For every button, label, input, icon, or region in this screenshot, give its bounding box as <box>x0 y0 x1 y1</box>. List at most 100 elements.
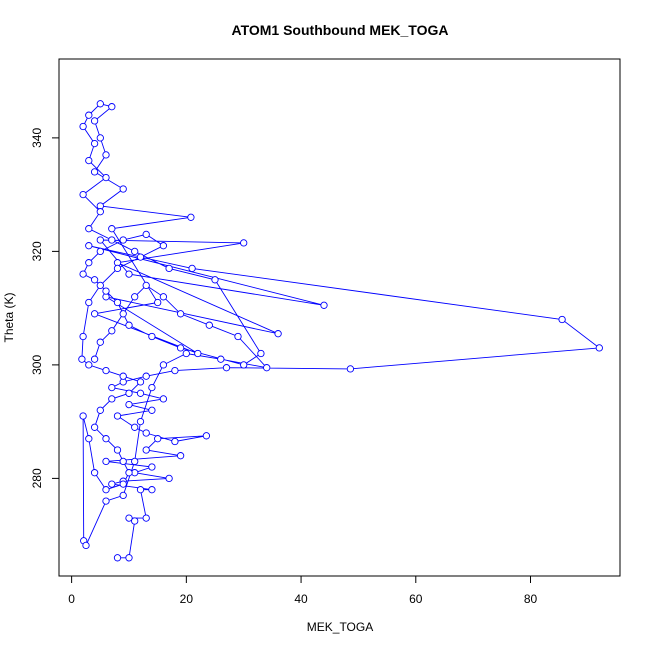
data-point <box>142 372 150 380</box>
data-point <box>131 517 139 525</box>
data-point <box>136 486 145 494</box>
data-point <box>79 270 87 278</box>
data-point <box>90 117 99 125</box>
data-point <box>142 446 150 454</box>
data-point <box>125 400 133 409</box>
x-tick-label: 40 <box>294 592 308 606</box>
data-point <box>119 491 127 500</box>
data-point <box>131 247 139 256</box>
data-point <box>90 276 99 284</box>
data-point <box>125 270 133 278</box>
data-point <box>136 378 145 386</box>
data-point <box>148 463 156 471</box>
data-point <box>96 247 104 256</box>
data-point <box>263 364 271 372</box>
data-point <box>119 480 127 488</box>
data-point <box>171 366 179 375</box>
y-tick-label: 280 <box>30 468 44 488</box>
data-point <box>125 389 133 397</box>
data-point <box>78 355 86 363</box>
x-tick-label: 0 <box>68 592 75 606</box>
x-tick-label: 80 <box>524 592 538 606</box>
data-point <box>90 168 99 176</box>
data-point <box>96 208 104 216</box>
data-point <box>79 412 87 420</box>
data-point <box>240 239 248 247</box>
x-axis-label: MEK_TOGA <box>307 620 373 634</box>
data-point <box>159 242 168 250</box>
y-tick-label: 340 <box>30 128 44 148</box>
data-point <box>108 225 116 233</box>
data-point <box>108 236 116 244</box>
data-point <box>159 395 168 403</box>
data-point <box>79 332 87 341</box>
data-point <box>131 423 139 431</box>
data-point <box>79 122 87 131</box>
data-point <box>85 242 93 250</box>
data-point <box>90 469 99 477</box>
data-point <box>85 298 93 307</box>
data-point <box>125 554 133 562</box>
data-point <box>202 432 211 440</box>
data-point <box>79 190 87 199</box>
data-point <box>96 134 104 142</box>
y-axis: 280 300 320 340 <box>30 128 60 488</box>
data-point <box>96 281 104 290</box>
y-tick-label: 320 <box>30 241 44 261</box>
data-point <box>113 554 122 562</box>
data-point <box>217 355 225 363</box>
data-point <box>119 457 127 466</box>
data-point <box>154 298 162 307</box>
y-axis-label: Theta (K) <box>2 292 16 342</box>
data-point <box>176 344 185 352</box>
y-tick-label: 300 <box>30 355 44 375</box>
data-point <box>90 423 99 431</box>
data-point <box>257 349 265 358</box>
data-point <box>171 437 179 446</box>
data-point <box>96 100 104 108</box>
data-point <box>82 541 90 550</box>
data-point <box>119 372 127 380</box>
x-tick-label: 20 <box>180 592 194 606</box>
data-point <box>131 457 139 466</box>
data-point <box>211 276 219 284</box>
data-point <box>108 103 116 111</box>
data-point <box>187 213 195 221</box>
data-point <box>182 349 190 358</box>
data-point <box>240 361 248 369</box>
chart-title: ATOM1 Southbound MEK_TOGA <box>232 22 449 38</box>
data-point <box>136 253 145 261</box>
data-point <box>113 412 122 420</box>
data-point <box>85 259 93 267</box>
data-point <box>320 301 328 309</box>
data-point <box>194 349 202 358</box>
data-point <box>159 361 168 369</box>
data-point <box>102 173 110 182</box>
data-point <box>119 310 127 318</box>
data-point <box>558 315 566 324</box>
data-point <box>142 281 150 290</box>
data-point <box>102 366 110 375</box>
data-point <box>96 406 104 414</box>
data-point <box>113 264 122 273</box>
data-point <box>142 514 150 522</box>
data-point <box>85 156 93 165</box>
data-point <box>274 330 282 338</box>
data-point <box>119 236 127 244</box>
data-point <box>102 435 110 443</box>
series-layer <box>78 100 603 562</box>
data-point <box>148 486 156 494</box>
data-point <box>136 389 145 397</box>
data-point <box>234 332 242 341</box>
x-tick-label: 60 <box>409 592 423 606</box>
data-point <box>346 365 355 373</box>
data-point <box>113 446 122 454</box>
data-point <box>102 486 110 494</box>
data-point <box>85 111 93 119</box>
data-point <box>102 287 110 295</box>
data-point <box>148 332 156 341</box>
data-point <box>131 293 139 301</box>
data-point <box>142 230 150 239</box>
data-point <box>125 321 133 329</box>
